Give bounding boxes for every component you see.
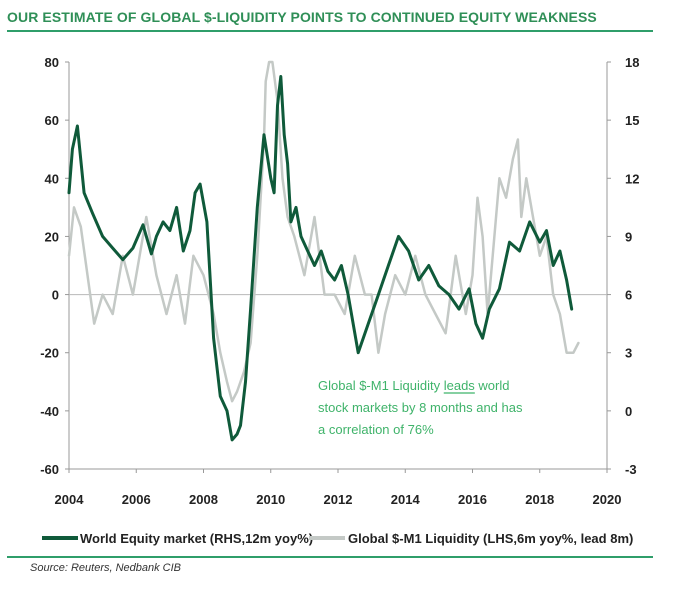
x-tick-label: 2014 [391,492,421,507]
x-tick-label: 2018 [525,492,554,507]
right-tick-label: 0 [625,404,632,419]
left-tick-label: 80 [45,55,59,70]
left-tick-label: 60 [45,113,59,128]
annotation-layer: Global $-M1 Liquidity leads world stock m… [318,378,523,437]
right-tick-label: 6 [625,288,632,303]
right-tick-label: 15 [625,113,639,128]
x-tick-label: 2012 [324,492,353,507]
left-tick-label: -40 [40,404,59,419]
legend-layer: World Equity market (RHS,12m yoy%) Global… [42,531,633,546]
left-tick-label: 40 [45,171,59,186]
equity-series-line [67,75,574,442]
annotation-line: stock markets by 8 months and has [318,400,523,415]
x-tick-label: 2010 [256,492,285,507]
right-tick-label: 9 [625,229,632,244]
x-tick-label: 2008 [189,492,218,507]
series-layer [67,60,580,442]
chart-title: OUR ESTIMATE OF GLOBAL $-LIQUIDITY POINT… [7,9,597,25]
left-tick-label: 0 [52,288,59,303]
title-rule [7,30,653,32]
x-tick-label: 2006 [122,492,151,507]
left-tick-label: 20 [45,229,59,244]
left-tick-label: -20 [40,346,59,361]
right-tick-label: 3 [625,346,632,361]
legend-label-equity: World Equity market (RHS,12m yoy%) [80,531,313,546]
left-tick-label: -60 [40,462,59,477]
right-tick-label: 12 [625,171,639,186]
x-tick-label: 2020 [593,492,622,507]
legend-label-liquidity: Global $-M1 Liquidity (LHS,6m yoy%, lead… [348,531,633,546]
source-note: Source: Reuters, Nedbank CIB [30,562,182,574]
right-tick-label: -3 [625,462,637,477]
annotation-line: Global $-M1 Liquidity leads world [318,378,509,393]
x-tick-label: 2004 [55,492,85,507]
footer-rule [7,556,653,558]
annotation-line: a correlation of 76% [318,422,434,437]
right-tick-label: 18 [625,55,639,70]
x-tick-label: 2016 [458,492,487,507]
axes-layer: 80 60 40 20 0 -20 -40 -60 18 15 12 9 6 3 0 -3 2004 2006 20… [40,55,639,507]
